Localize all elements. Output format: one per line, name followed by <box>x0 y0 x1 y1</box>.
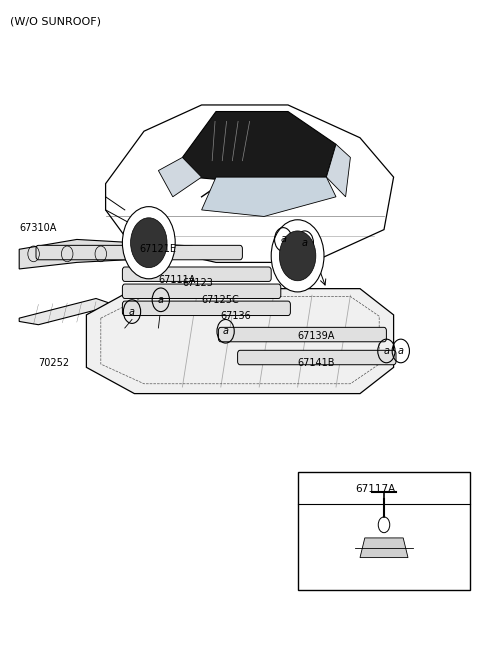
Polygon shape <box>360 538 408 558</box>
FancyBboxPatch shape <box>238 350 396 365</box>
FancyBboxPatch shape <box>122 284 281 298</box>
Text: 67111A: 67111A <box>158 276 196 285</box>
Text: a: a <box>384 346 389 356</box>
Text: 67123: 67123 <box>182 278 213 289</box>
Text: a: a <box>158 295 164 305</box>
Polygon shape <box>326 144 350 197</box>
FancyBboxPatch shape <box>122 301 290 316</box>
Text: 67121E: 67121E <box>139 244 176 255</box>
Text: a: a <box>398 346 404 356</box>
FancyBboxPatch shape <box>218 327 386 342</box>
Text: 70252: 70252 <box>38 358 70 367</box>
Text: 67139A: 67139A <box>298 331 335 341</box>
Text: a: a <box>280 234 286 245</box>
Polygon shape <box>86 289 394 394</box>
FancyBboxPatch shape <box>122 267 271 281</box>
Circle shape <box>378 517 390 533</box>
Polygon shape <box>19 298 115 325</box>
Polygon shape <box>158 157 202 197</box>
Text: a: a <box>223 326 228 337</box>
Circle shape <box>279 231 316 281</box>
Text: 67136: 67136 <box>221 311 252 321</box>
Text: 67117A: 67117A <box>355 483 396 494</box>
FancyBboxPatch shape <box>36 245 242 260</box>
Polygon shape <box>182 112 336 184</box>
Circle shape <box>271 220 324 292</box>
Text: a: a <box>302 237 308 248</box>
Text: 67310A: 67310A <box>19 223 57 233</box>
Circle shape <box>122 207 175 279</box>
Text: (W/O SUNROOF): (W/O SUNROOF) <box>10 16 101 26</box>
Circle shape <box>131 218 167 268</box>
Polygon shape <box>202 177 336 216</box>
Text: 67141B: 67141B <box>298 358 335 368</box>
Text: a: a <box>324 483 329 494</box>
Polygon shape <box>19 239 202 269</box>
Text: 67125C: 67125C <box>202 295 240 305</box>
Text: a: a <box>129 306 135 317</box>
FancyBboxPatch shape <box>298 472 470 590</box>
